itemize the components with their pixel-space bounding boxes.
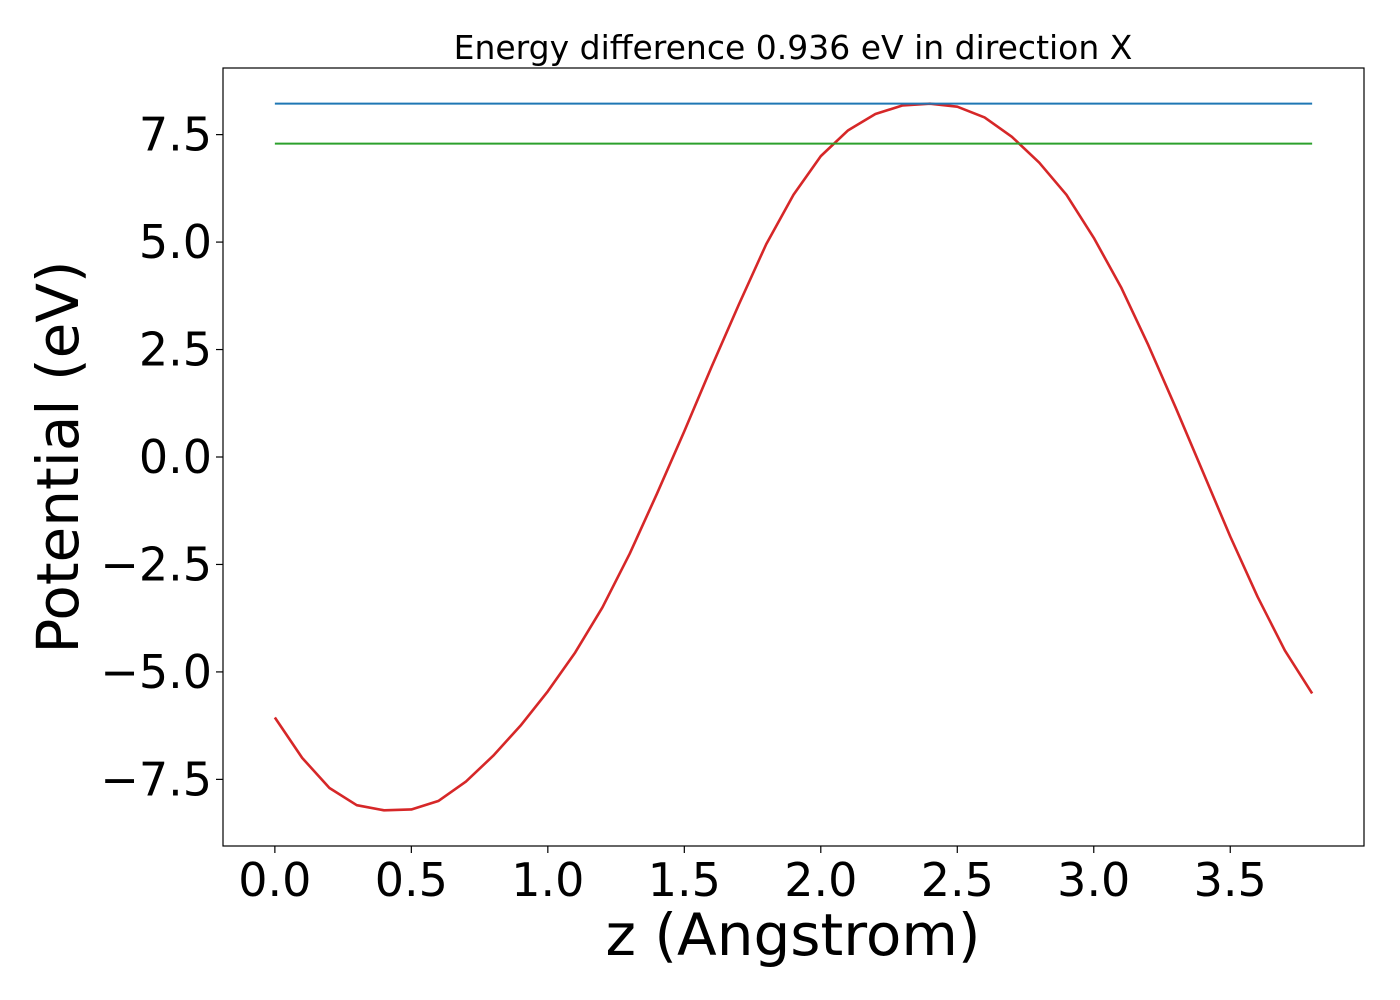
series-group	[273, 102, 1314, 812]
x-tick-label: 2.0	[784, 853, 857, 907]
x-axis-label: z (Angstrom)	[606, 901, 981, 969]
x-axis: 0.0 0.5 1.0 1.5 2.0 2.5 3.0 3.5	[238, 846, 1267, 907]
x-tick-label: 3.0	[1057, 853, 1130, 907]
y-tick-label: 0.0	[139, 430, 212, 484]
y-tick-label: 5.0	[139, 215, 212, 269]
plot-frame	[222, 67, 1365, 847]
x-tick-label: 0.5	[375, 853, 448, 907]
x-tick-label: 1.5	[648, 853, 721, 907]
y-tick-label: 7.5	[139, 108, 212, 162]
y-tick-label: −7.5	[100, 752, 212, 806]
x-tick-label: 2.5	[921, 853, 994, 907]
chart-title: Energy difference 0.936 eV in direction …	[454, 28, 1133, 67]
x-tick-label: 3.5	[1194, 853, 1267, 907]
x-tick-label: 1.0	[511, 853, 584, 907]
y-tick-label: −2.5	[100, 537, 212, 591]
y-axis: −7.5 −5.0 −2.5 0.0 2.5 5.0 7.5	[100, 108, 223, 806]
y-tick-label: 2.5	[139, 323, 212, 377]
potential-curve	[273, 102, 1314, 812]
y-tick-label: −5.0	[100, 645, 212, 699]
y-axis-label: Potential (eV)	[24, 260, 92, 653]
x-tick-label: 0.0	[238, 853, 311, 907]
